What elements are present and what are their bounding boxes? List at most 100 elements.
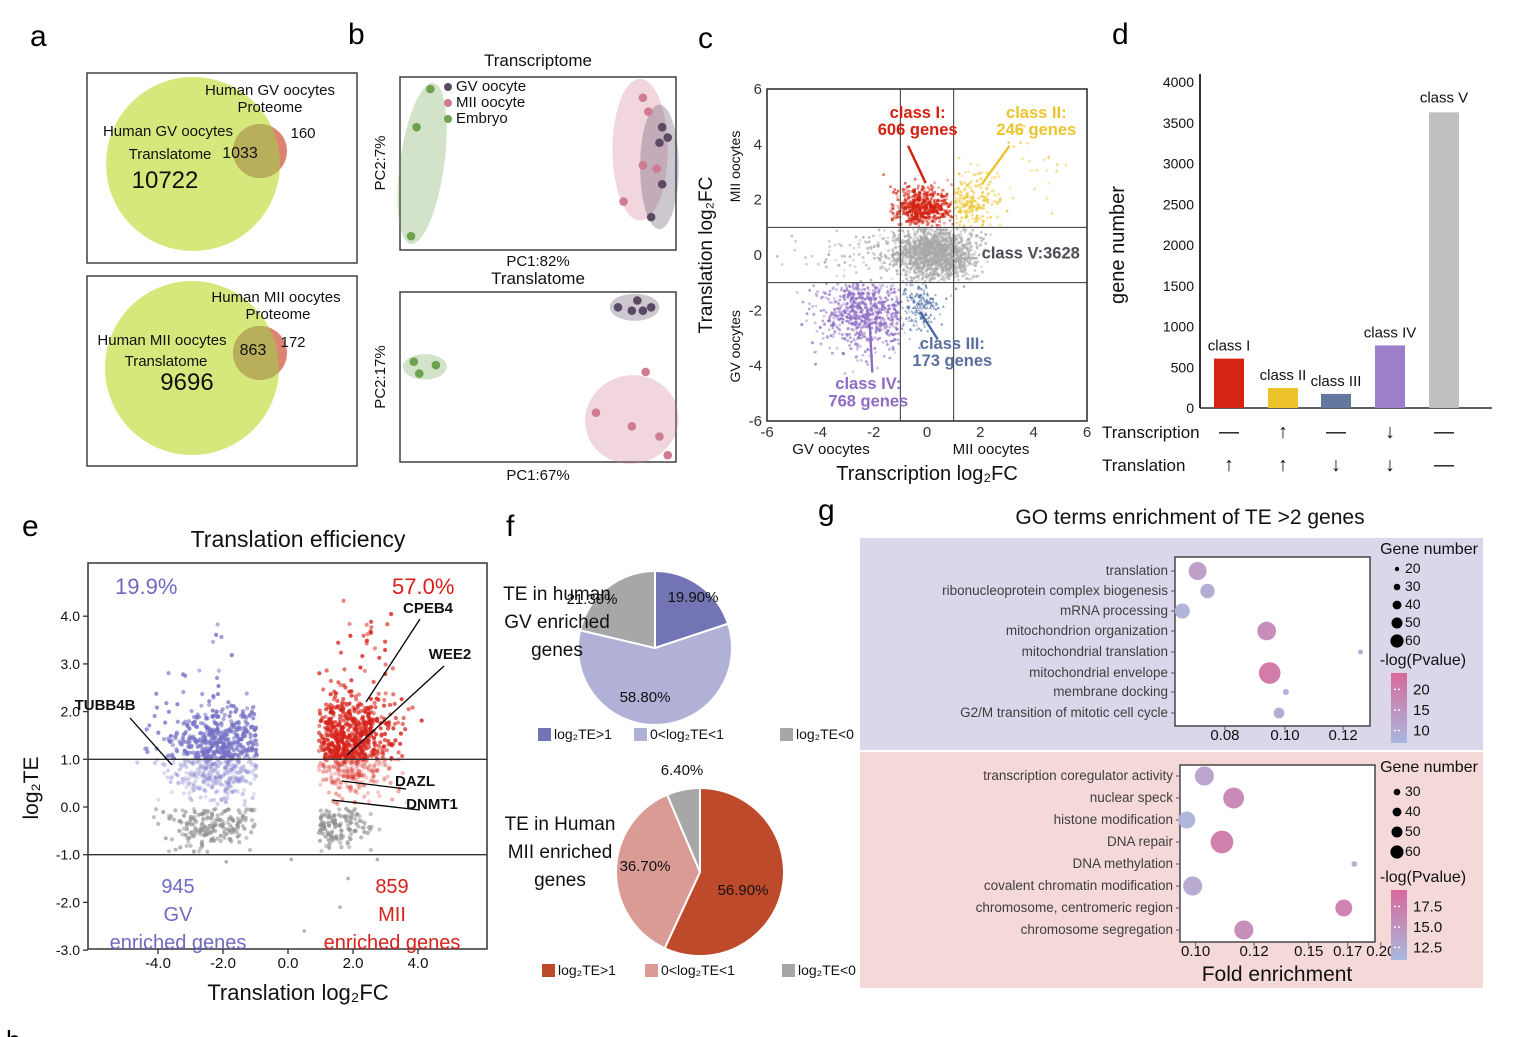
scatter-point (926, 293, 930, 297)
scatter-point (915, 212, 919, 215)
scatter-point (343, 760, 348, 765)
scatter-point (335, 760, 341, 765)
scatter-point (342, 742, 347, 747)
scatter-point (332, 780, 337, 786)
scatter-point (345, 753, 350, 758)
scatter-point (852, 292, 856, 296)
scatter-point (863, 350, 867, 354)
scatter-point (357, 785, 362, 790)
scatter-point (932, 193, 936, 196)
scatter-point (895, 262, 898, 266)
scatter-point (187, 760, 193, 765)
scatter-point (916, 204, 919, 208)
scatter-point (986, 260, 989, 264)
scatter-point (961, 253, 965, 257)
scatter-point (885, 285, 889, 289)
scatter-point (333, 800, 338, 805)
scatter-point (890, 312, 894, 316)
scatter-point (337, 763, 342, 768)
scatter-point (363, 725, 368, 730)
scatter-point (835, 325, 839, 329)
scatter-point (850, 327, 854, 331)
scatter-point (775, 255, 779, 258)
scatter-point (954, 266, 958, 270)
scatter-point (927, 214, 931, 218)
scatter-point (339, 761, 344, 766)
scatter-point (915, 215, 918, 219)
pca-x-axis-label: PC1:67% (506, 467, 569, 484)
scatter-point (908, 242, 912, 246)
scatter-point (225, 761, 230, 766)
scatter-point (248, 781, 253, 786)
scatter-point (902, 199, 906, 203)
scatter-point (348, 785, 353, 790)
scatter-point (907, 210, 911, 214)
scatter-point (927, 274, 931, 278)
scatter-point (927, 217, 931, 221)
scatter-point (174, 730, 179, 735)
scatter-point (965, 214, 969, 219)
scatter-point (866, 286, 870, 290)
scatter-point (356, 769, 362, 774)
scatter-point (949, 248, 953, 252)
scatter-point (202, 766, 208, 771)
scatter-point (385, 774, 390, 779)
scatter-point (874, 317, 878, 320)
scatter-point (237, 779, 242, 784)
annotation-class III: class III: (920, 335, 985, 353)
scatter-point (958, 266, 962, 270)
x-tick-label: -4 (814, 424, 827, 441)
scatter-point (359, 772, 364, 778)
scatter-point (920, 300, 924, 304)
scatter-point (815, 329, 819, 333)
scatter-point (845, 288, 849, 292)
scatter-point (321, 763, 326, 768)
scatter-point (336, 640, 341, 645)
scatter-point (917, 345, 921, 349)
scatter-point (966, 242, 970, 246)
scatter-point (324, 729, 329, 735)
scatter-point (903, 205, 907, 209)
scatter-point (935, 249, 939, 253)
scatter-point (866, 308, 870, 312)
scatter-point (185, 777, 191, 782)
scatter-point (937, 208, 940, 212)
scatter-point (869, 278, 873, 282)
scatter-point (914, 270, 918, 274)
scatter-point (893, 304, 897, 307)
scatter-point (912, 276, 916, 280)
scatter-point (166, 670, 171, 676)
scatter-point (881, 261, 884, 265)
scatter-point (201, 787, 207, 792)
scatter-point (191, 784, 196, 789)
scatter-point (362, 668, 367, 674)
scatter-point (156, 730, 161, 735)
scatter-point (384, 748, 389, 753)
scatter-point (969, 248, 973, 252)
scatter-point (321, 687, 326, 692)
scatter-point (828, 316, 831, 320)
scatter-point (321, 762, 326, 767)
scatter-point (882, 354, 886, 358)
scatter-point (192, 787, 197, 792)
scatter-point (959, 241, 962, 244)
scatter-point (166, 709, 172, 714)
scatter-point (921, 220, 925, 224)
scatter-point (890, 230, 894, 233)
scatter-point (965, 246, 969, 250)
scatter-point (968, 262, 972, 266)
scatter-point (949, 229, 953, 233)
scatter-point (236, 776, 241, 782)
scatter-point (910, 213, 913, 217)
scatter-point (871, 283, 875, 287)
scatter-point (380, 755, 385, 760)
scatter-point (216, 668, 222, 673)
scatter-point (319, 733, 324, 738)
bar-label: class V (1420, 89, 1468, 106)
scatter-point (929, 313, 933, 317)
scatter-point (336, 761, 342, 766)
scatter-point (900, 241, 904, 244)
scatter-point (973, 217, 977, 221)
scatter-point (385, 726, 391, 731)
scatter-point (864, 324, 868, 328)
